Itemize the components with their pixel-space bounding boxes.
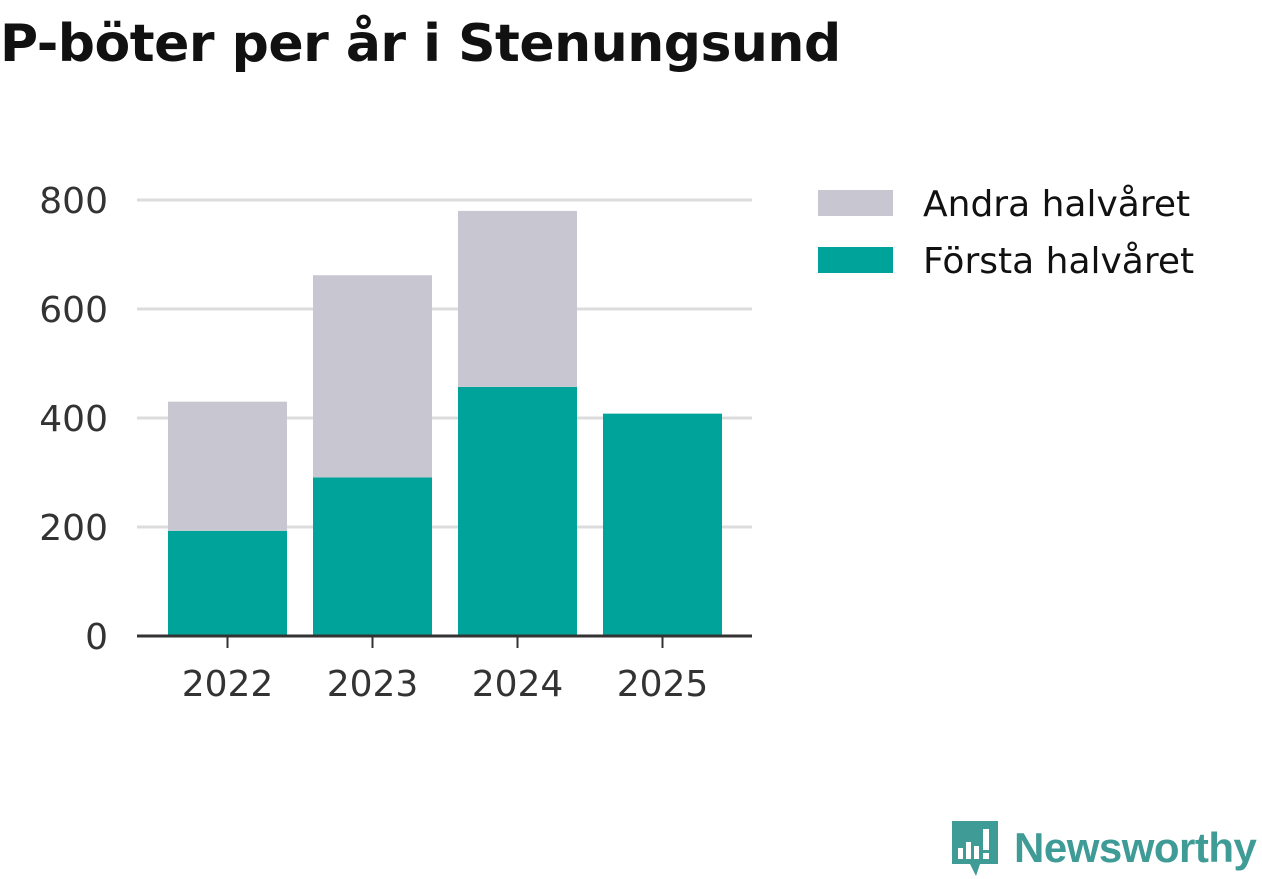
y-tick-label: 600 xyxy=(39,290,108,331)
y-tick-label: 0 xyxy=(85,617,108,658)
bar-forsta-2022 xyxy=(168,530,287,636)
bar-andra-2023 xyxy=(313,275,432,478)
bars xyxy=(168,210,722,636)
bar-forsta-2024 xyxy=(458,386,577,636)
x-tick-label: 2025 xyxy=(617,664,709,705)
newsworthy-logo-icon xyxy=(952,821,998,876)
legend-swatch xyxy=(818,247,893,273)
legend-swatch xyxy=(818,190,893,216)
x-tick-label: 2023 xyxy=(327,664,419,705)
bar-forsta-2025 xyxy=(603,413,722,636)
legend-label: Första halvåret xyxy=(923,241,1194,282)
bar-andra-2024 xyxy=(458,210,577,387)
page-title: P-böter per år i Stenungsund xyxy=(0,14,841,74)
axes: 0 200 400 600 800 2022 2023 2024 2025 xyxy=(39,181,752,705)
legend: Andra halvåret Första halvåret xyxy=(818,184,1194,282)
y-tick-label: 400 xyxy=(39,399,108,440)
x-tick-label: 2022 xyxy=(182,664,274,705)
brand-name: Newsworthy xyxy=(1014,824,1257,871)
brand-logo: Newsworthy xyxy=(950,818,1257,878)
y-tick-label: 200 xyxy=(39,508,108,549)
bar-forsta-2023 xyxy=(313,477,432,636)
bar-andra-2022 xyxy=(168,401,287,531)
x-tick-label: 2024 xyxy=(472,664,564,705)
legend-label: Andra halvåret xyxy=(923,184,1190,225)
y-tick-label: 800 xyxy=(39,181,108,222)
